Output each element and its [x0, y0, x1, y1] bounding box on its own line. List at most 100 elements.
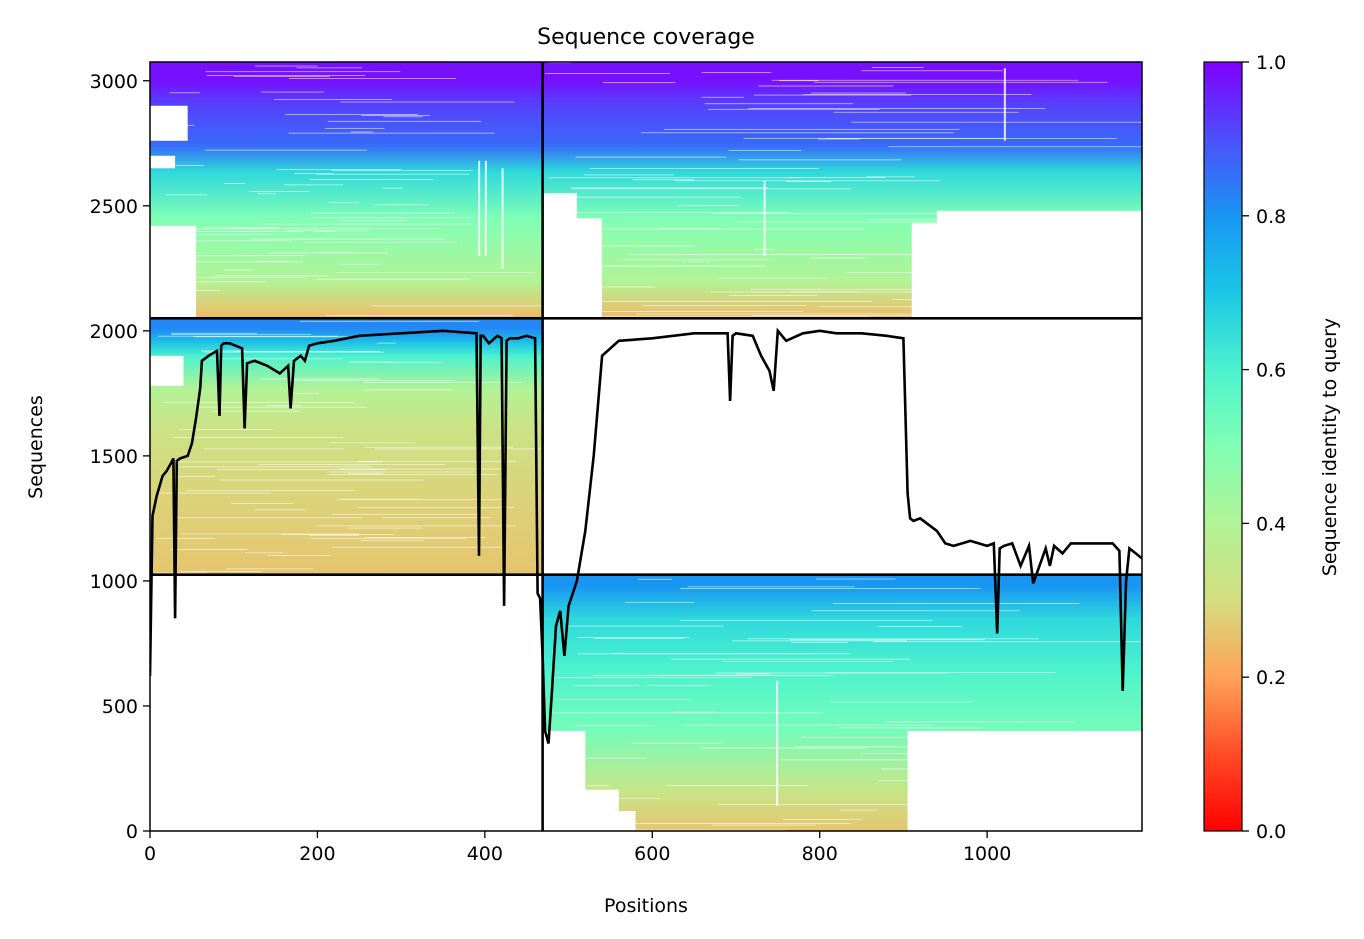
gap-stripe: [204, 351, 384, 353]
gap-stripe: [779, 80, 819, 82]
gap-stripe: [809, 257, 867, 259]
gap-stripe: [171, 461, 383, 463]
y-tick-label: 3000: [90, 71, 138, 93]
gap-stripe: [716, 278, 826, 279]
gap-stripe: [577, 637, 690, 638]
gap-stripe: [602, 82, 676, 84]
gap-stripe: [301, 242, 458, 243]
gap-stripe: [284, 114, 418, 115]
gap-stripe: [312, 252, 353, 253]
gap-stripe: [248, 191, 310, 192]
gap-stripe: [564, 311, 804, 312]
gap-stripe: [326, 474, 498, 476]
gap-stripe: [165, 194, 207, 196]
gap-region: [150, 225, 197, 319]
gap-stripe: [169, 92, 200, 94]
gap-stripe: [361, 115, 430, 116]
colorbar-tick-label: 0.8: [1256, 206, 1286, 228]
gap-stripe: [184, 231, 304, 232]
gap-stripe: [363, 446, 514, 448]
gap-stripe: [818, 138, 860, 140]
gap-stripe: [603, 315, 869, 317]
gap-stripe: [164, 401, 355, 403]
gap-stripe: [316, 173, 470, 175]
gap-stripe: [704, 103, 854, 105]
block-dividers: [150, 62, 1142, 831]
gap-stripe: [818, 306, 983, 308]
gap-stripe: [573, 685, 639, 686]
gap-stripe: [579, 301, 873, 302]
heatmap-band: [542, 62, 1142, 82]
gap-stripe: [785, 181, 832, 182]
gap-stripe: [700, 747, 866, 749]
gap-stripe: [223, 269, 253, 271]
gap-stripe: [581, 797, 661, 799]
gap-stripe: [329, 442, 416, 444]
gap-stripe: [567, 625, 724, 627]
gap-stripe: [590, 168, 820, 169]
gap-stripe: [169, 308, 191, 310]
gap-stripe: [174, 234, 272, 235]
gap-stripe: [878, 780, 1124, 782]
gap-stripe: [552, 677, 752, 678]
gap-stripe: [629, 254, 697, 255]
gap-stripe: [881, 768, 944, 770]
gap-stripe: [340, 498, 505, 500]
gap-stripe: [784, 177, 886, 178]
colorbar-tick-label: 1.0: [1256, 52, 1286, 74]
gap-stripe: [375, 204, 430, 206]
plot-frame: [149, 61, 1143, 832]
gap-stripe: [377, 342, 396, 344]
gap-stripe: [701, 96, 744, 98]
gap-stripe: [866, 176, 915, 178]
heatmap-band: [542, 80, 1142, 104]
gap-region: [936, 210, 1142, 319]
gap-stripe: [382, 187, 403, 189]
gap-stripe: [205, 71, 401, 73]
gap-column: [484, 160, 487, 256]
x-axis-ticks: 0 200 400 600 800 1000: [144, 831, 1011, 865]
gap-stripe: [860, 753, 1077, 754]
gap-stripe: [581, 757, 646, 759]
gap-stripe: [802, 736, 1092, 738]
gap-stripe: [811, 92, 907, 94]
gap-stripe: [214, 275, 328, 277]
gap-stripe: [708, 108, 880, 110]
gap-stripe: [157, 335, 339, 337]
gap-stripe: [861, 70, 1003, 72]
gap-stripe: [196, 228, 279, 230]
gap-stripe: [747, 638, 1039, 640]
gap-stripe: [592, 675, 835, 676]
gap-stripe: [738, 159, 902, 161]
gap-stripe: [671, 658, 910, 660]
gap-stripe: [328, 202, 359, 203]
gap-stripe: [331, 170, 473, 171]
gap-stripe: [274, 98, 393, 100]
gap-stripe: [173, 517, 363, 519]
gap-stripe: [794, 746, 980, 748]
heatmap-band: [542, 310, 1142, 319]
gap-stripe: [350, 131, 373, 133]
gap-stripe: [829, 701, 972, 703]
gap-stripe: [631, 742, 722, 744]
gap-stripe: [259, 223, 472, 225]
gap-stripe: [687, 586, 855, 588]
gap-stripe: [736, 221, 1026, 223]
coverage-heatmap: [150, 62, 1142, 831]
gap-stripe: [641, 132, 955, 134]
heatmap-band: [150, 310, 543, 319]
gap-stripe: [632, 179, 694, 181]
heatmap-band: [542, 574, 1142, 587]
gap-stripe: [542, 245, 695, 247]
gap-stripe: [332, 546, 502, 548]
gap-stripe: [892, 298, 1076, 300]
gap-stripe: [722, 660, 894, 662]
gap-stripe: [316, 278, 471, 280]
gap-stripe: [647, 685, 712, 686]
gap-column: [1003, 68, 1006, 141]
gap-stripe: [348, 361, 394, 363]
gap-stripe: [555, 699, 689, 700]
gap-stripe: [664, 128, 960, 130]
gap-stripe: [325, 315, 514, 316]
gap-stripe: [623, 259, 769, 261]
